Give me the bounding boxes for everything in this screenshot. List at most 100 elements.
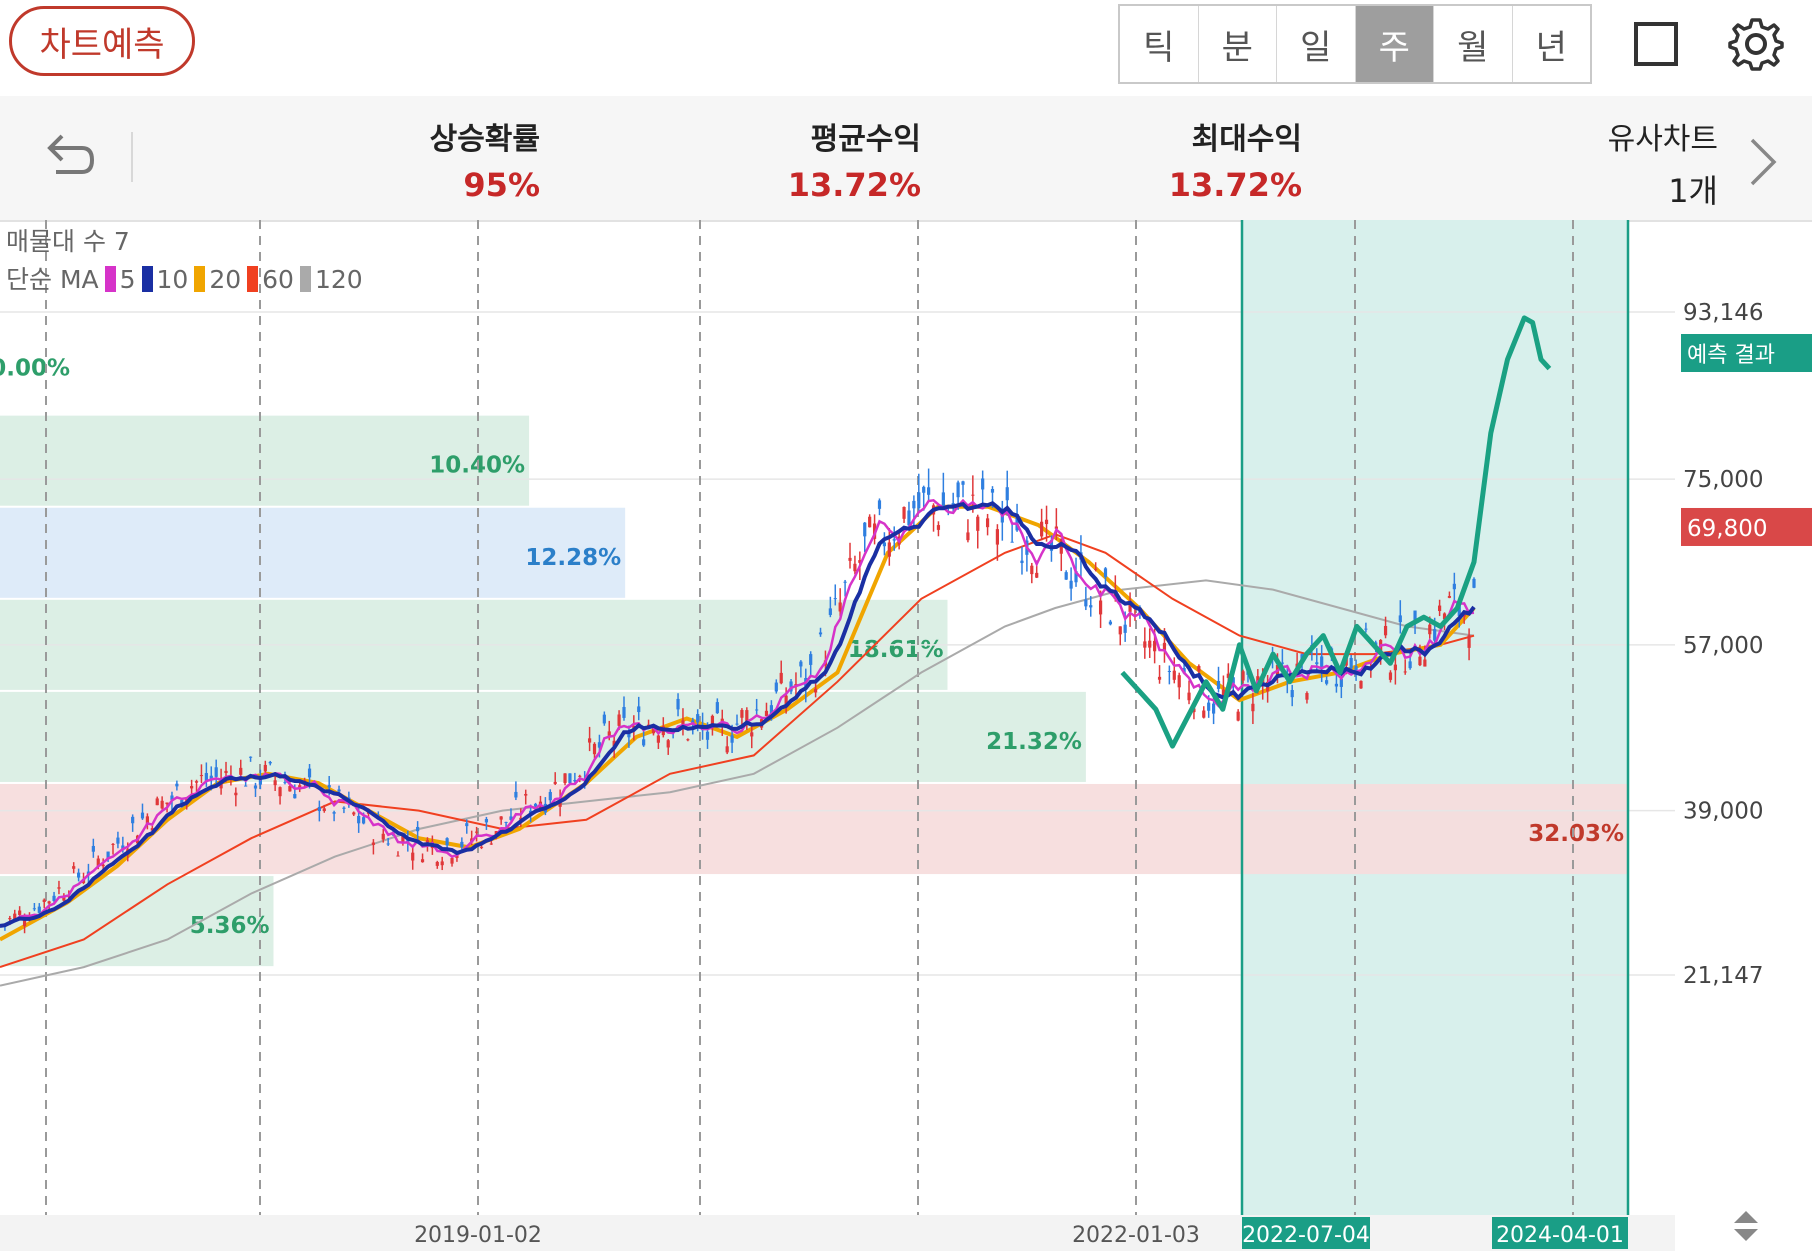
period-tick[interactable]: 틱: [1120, 6, 1199, 82]
candle-body: [327, 785, 331, 788]
candle-body: [1467, 635, 1471, 648]
candle-body: [1231, 677, 1235, 684]
candle-body: [1251, 703, 1255, 712]
price-label-1: 75,000: [1683, 467, 1763, 493]
candle-body: [8, 918, 12, 920]
candle-body: [789, 681, 793, 692]
candle-body: [504, 821, 508, 823]
chart-canvas[interactable]: 0.00%10.40%12.28%18.61%21.32%32.03%5.36%…: [0, 220, 1812, 1251]
period-year[interactable]: 년: [1535, 27, 1567, 68]
ma-legend-items: 5 10 20 60 120: [99, 265, 363, 294]
candle-body: [1128, 600, 1132, 612]
max-return-value: 13.72%: [1168, 166, 1302, 204]
candle-body: [622, 706, 626, 718]
ma-swatch-10: [141, 266, 153, 292]
candle-body: [745, 710, 749, 722]
period-month[interactable]: 월: [1434, 6, 1513, 82]
candle-body: [111, 843, 115, 845]
candle-body: [499, 816, 503, 820]
candle-body: [877, 500, 882, 509]
candle-body: [1398, 615, 1402, 623]
candle-body: [1280, 662, 1284, 664]
candle-body: [966, 532, 970, 541]
candle-body: [101, 864, 105, 867]
candle-body: [1089, 605, 1093, 608]
candle-body: [1423, 659, 1427, 667]
ma-period-60: 60: [262, 265, 294, 294]
candle-body: [936, 525, 941, 530]
volume-pct-2: 12.28%: [525, 545, 621, 571]
candle-body: [838, 602, 842, 612]
candle-body: [1177, 675, 1181, 688]
candle-body: [1452, 583, 1456, 590]
candle-body: [779, 672, 783, 684]
max-return-label: 최대수익: [1191, 122, 1302, 157]
candle-body: [253, 785, 258, 789]
highlight-start-label: 2022-07-04: [1242, 1223, 1370, 1248]
candle-body: [371, 842, 376, 845]
candle-body: [887, 542, 891, 557]
candle-body: [863, 522, 867, 537]
gear-icon[interactable]: [1726, 14, 1786, 74]
candle-body: [1059, 538, 1063, 554]
candle-body: [627, 732, 631, 738]
period-selector: 틱 분 일 주 월 년: [1118, 4, 1592, 84]
average-return-label: 평균수익: [810, 122, 921, 157]
candle-body: [357, 815, 361, 824]
candle-body: [268, 761, 272, 764]
candle-body: [769, 705, 773, 716]
candle-body: [1359, 680, 1363, 689]
candle-body: [1290, 689, 1294, 698]
candle-body: [1383, 625, 1388, 636]
candle-body: [1438, 605, 1442, 612]
ma-legend: 단순 MA 5 10 20 60 120: [6, 260, 363, 296]
candle-body: [818, 632, 823, 635]
price-chart[interactable]: 0.00%10.40%12.28%18.61%21.32%32.03%5.36%…: [0, 220, 1812, 1251]
candle-body: [175, 783, 179, 787]
candle-body: [637, 706, 641, 713]
volume-bar-4: [0, 691, 1086, 782]
candle-body: [57, 887, 61, 889]
candle-body: [214, 767, 218, 777]
candle-body: [263, 764, 267, 772]
candle-body: [1172, 670, 1176, 680]
volume-bar-5: [0, 783, 1628, 875]
candle-body: [696, 714, 700, 723]
chevron-right-icon[interactable]: [1746, 134, 1780, 190]
similar-charts[interactable]: 유사차트 1개: [1608, 114, 1718, 212]
candle-body: [1123, 624, 1127, 633]
candle-body: [244, 785, 248, 787]
period-minute[interactable]: 분: [1199, 6, 1277, 82]
candle-body: [465, 823, 469, 827]
candle-body: [1143, 641, 1147, 648]
candle-body: [902, 506, 906, 519]
undo-icon[interactable]: [38, 126, 98, 186]
candle-body: [548, 791, 552, 801]
candle-body: [774, 682, 778, 692]
candle-body: [961, 481, 965, 485]
highlight-start-badge: [1242, 1217, 1370, 1249]
period-week[interactable]: 주: [1355, 6, 1434, 82]
candle-body: [642, 739, 646, 746]
period-day[interactable]: 일: [1277, 6, 1356, 82]
price-label-4: 21,147: [1683, 963, 1763, 989]
candle-body: [131, 816, 135, 824]
candle-body: [1364, 628, 1368, 630]
candle-body: [37, 906, 41, 913]
candle-body: [573, 780, 577, 782]
rise-probability-value: 95%: [463, 166, 540, 204]
candle-body: [13, 913, 17, 920]
candle-body: [1202, 710, 1206, 718]
candle-body: [248, 756, 253, 758]
candle-body: [524, 793, 528, 796]
candle-body: [1388, 672, 1393, 680]
candle-body: [440, 861, 444, 866]
candle-body: [833, 598, 837, 600]
square-icon[interactable]: [1634, 22, 1678, 66]
price-label-0: 93,146: [1683, 300, 1763, 326]
candle-body: [1211, 703, 1216, 714]
candle-body: [1084, 599, 1088, 607]
candle-body: [342, 807, 346, 809]
candle-body: [1044, 519, 1049, 525]
chart-predict-button[interactable]: 차트예측: [9, 6, 195, 76]
